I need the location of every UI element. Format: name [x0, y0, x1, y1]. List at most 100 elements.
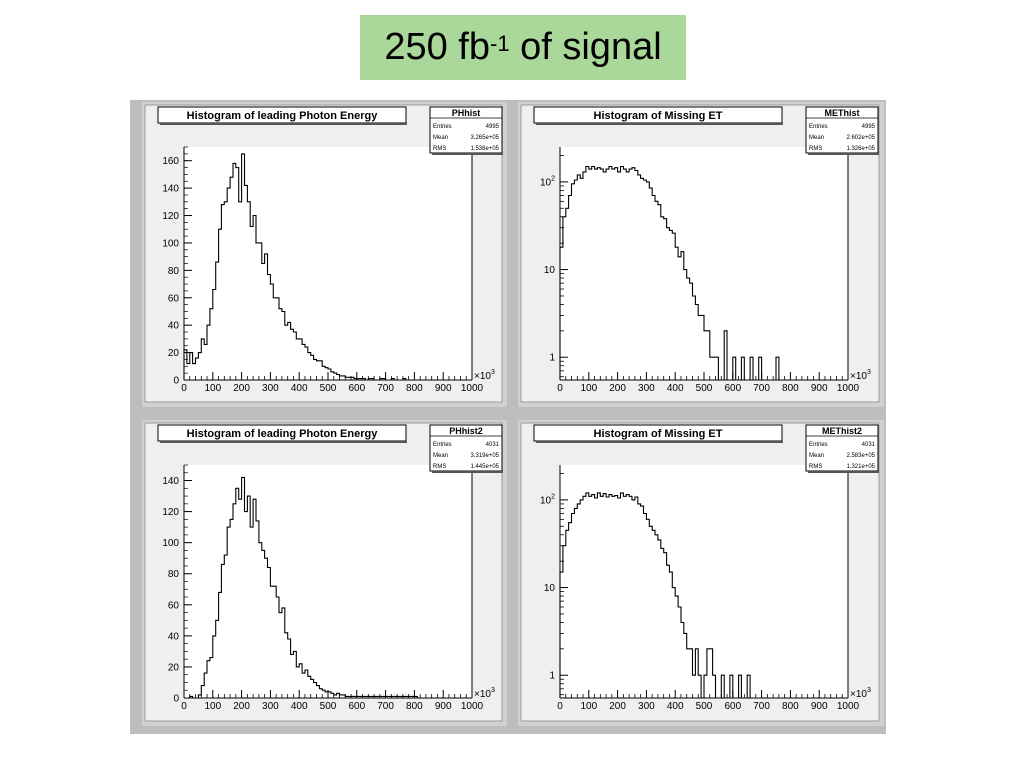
y-tick-base: 1 [549, 671, 555, 682]
stats-row-value: 4031 [862, 442, 876, 448]
x-tick-label: 800 [782, 383, 799, 394]
x-tick-label: 0 [557, 701, 563, 712]
stats-row-label: Entries [809, 124, 828, 130]
pad-missing-et: 0 100 200 300 400 500 600 700 800 900 1000 ×103 1 10 1… [518, 102, 884, 407]
x-multiplier-label: ×103 [850, 369, 871, 382]
stats-box [429, 106, 503, 154]
x-tick-label: 400 [667, 383, 684, 394]
x-multiplier-exp: 3 [867, 687, 871, 694]
y-tick-label: 120 [162, 507, 179, 518]
chart-title: Histogram of leading Photon Energy [187, 428, 379, 440]
x-tick-label: 1000 [837, 383, 860, 394]
slide-title-exponent: -1 [490, 30, 510, 56]
x-tick-label: 700 [753, 701, 770, 712]
x-tick-label: 400 [291, 383, 308, 394]
stats-row-label: Mean [433, 135, 448, 141]
plot-area [560, 465, 848, 698]
x-tick-label: 500 [320, 701, 337, 712]
y-tick-label: 10 [544, 583, 556, 594]
y-tick-label: 0 [173, 376, 179, 387]
chart-title: Histogram of Missing ET [594, 428, 723, 440]
y-tick-label: 1 [549, 353, 555, 364]
stats-row-label: Entries [433, 124, 452, 130]
stats-row-label: RMS [433, 146, 446, 152]
y-tick-base: 10 [544, 265, 556, 276]
chart-title: Histogram of leading Photon Energy [187, 110, 379, 122]
x-tick-label: 200 [609, 383, 626, 394]
stats-row-value: 4995 [486, 124, 500, 130]
x-tick-label: 800 [782, 701, 799, 712]
y-tick-label: 20 [168, 662, 180, 673]
x-tick-label: 800 [406, 383, 423, 394]
x-tick-label: 700 [377, 701, 394, 712]
slide-title-main: 250 fb [384, 26, 490, 68]
stats-row-label: Entries [433, 442, 452, 448]
stats-row-label: RMS [433, 464, 446, 470]
plot-area [560, 147, 848, 380]
x-tick-label: 100 [580, 701, 597, 712]
y-tick-base: 10 [540, 177, 552, 188]
x-tick-label: 200 [233, 383, 250, 394]
stats-name: METhist2 [822, 426, 862, 436]
x-tick-label: 800 [406, 701, 423, 712]
x-tick-label: 300 [262, 701, 279, 712]
pad-photon-energy: 0 100 200 300 400 500 600 700 800 900 1000 ×103 0 20 4… [142, 102, 507, 407]
stats-name: PHhist2 [449, 426, 483, 436]
stats-row-label: Mean [433, 453, 448, 459]
x-tick-label: 900 [811, 701, 828, 712]
slide-title-rest: of signal [509, 26, 662, 68]
y-tick-label: 40 [168, 631, 180, 642]
x-tick-label: 600 [724, 383, 741, 394]
x-tick-label: 300 [262, 383, 279, 394]
x-tick-label: 500 [696, 383, 713, 394]
chart-missing-et: 0 100 200 300 400 500 600 700 800 900 1000×1031101… [520, 104, 880, 403]
x-multiplier-label: ×103 [474, 687, 495, 700]
x-tick-label: 900 [435, 383, 452, 394]
root-canvas: 0 100 200 300 400 500 600 700 800 900 1000 ×103 0 20 4… [130, 100, 886, 734]
stats-row-value: 1.445e+05 [470, 464, 499, 470]
stats-row-value: 2.583e+05 [846, 453, 875, 459]
stats-name: METhist [825, 108, 860, 118]
x-multiplier-exp: 3 [867, 369, 871, 376]
x-tick-label: 900 [811, 383, 828, 394]
x-multiplier-base: ×10 [474, 689, 491, 700]
stats-row-label: Mean [809, 453, 824, 459]
y-tick-base: 1 [549, 353, 555, 364]
stats-row-label: RMS [809, 146, 822, 152]
stats-row-value: 1.326e+05 [846, 146, 875, 152]
x-tick-label: 600 [724, 701, 741, 712]
x-tick-label: 300 [638, 383, 655, 394]
stats-row-value: 1.321e+05 [846, 464, 875, 470]
y-tick-label: 102 [540, 175, 555, 188]
stats-row-value: 1.538e+05 [470, 146, 499, 152]
stats-row-value: 3.265e+05 [470, 135, 499, 141]
y-tick-label: 0 [173, 694, 179, 705]
x-multiplier-exp: 3 [491, 687, 495, 694]
x-multiplier-label: ×103 [474, 369, 495, 382]
x-tick-label: 1000 [837, 701, 860, 712]
stats-name: PHhist [452, 108, 481, 118]
y-tick-label: 102 [540, 493, 555, 506]
stats-box [805, 424, 879, 472]
x-tick-label: 300 [638, 701, 655, 712]
pad-photon-energy-2: 0 100 200 300 400 500 600 700 800 900 1000 ×103 0 20 4… [142, 420, 507, 726]
y-tick-label: 100 [162, 538, 179, 549]
x-multiplier-base: ×10 [850, 689, 867, 700]
x-tick-label: 1000 [461, 701, 484, 712]
y-tick-label: 1 [549, 671, 555, 682]
stats-row-value: 3.319e+05 [470, 453, 499, 459]
chart-photon-energy-2: 0 100 200 300 400 500 600 700 800 900 1000×103 0 20 4… [144, 422, 503, 722]
chart-title: Histogram of Missing ET [594, 110, 723, 122]
y-tick-label: 80 [168, 266, 180, 277]
x-multiplier-label: ×103 [850, 687, 871, 700]
stats-box [805, 106, 879, 154]
x-tick-label: 400 [291, 701, 308, 712]
x-tick-label: 100 [580, 383, 597, 394]
x-tick-label: 200 [233, 701, 250, 712]
y-tick-label: 80 [168, 569, 180, 580]
stats-row-label: RMS [809, 464, 822, 470]
y-tick-base: 10 [544, 583, 556, 594]
chart-photon-energy: 0 100 200 300 400 500 600 700 800 900 1000×103 0 20 4… [144, 104, 503, 403]
x-multiplier-base: ×10 [850, 371, 867, 382]
x-tick-label: 0 [557, 383, 563, 394]
